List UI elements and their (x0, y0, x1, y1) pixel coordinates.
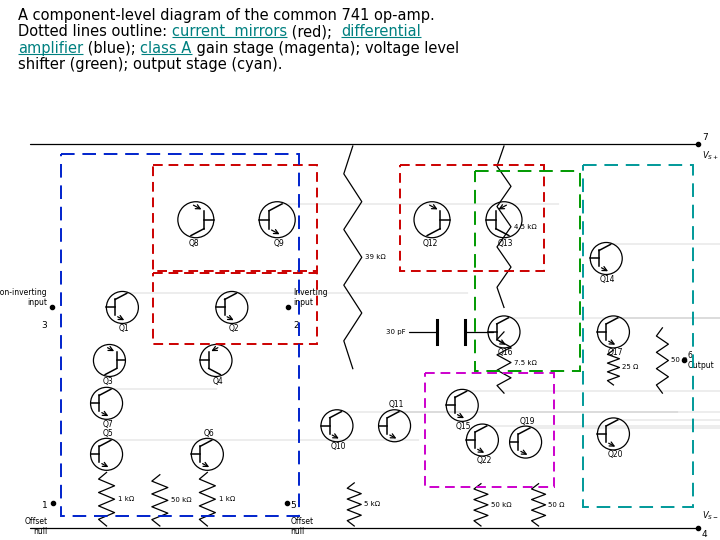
Text: Q20: Q20 (607, 450, 623, 459)
Text: Q12: Q12 (423, 239, 438, 248)
Text: Q4: Q4 (212, 377, 223, 386)
Text: 39 kΩ: 39 kΩ (366, 254, 386, 260)
Text: A component-level diagram of the common 741 op-amp.: A component-level diagram of the common … (18, 8, 435, 23)
Text: (blue);: (blue); (83, 40, 140, 56)
Text: Q14: Q14 (600, 275, 616, 284)
Text: (red);: (red); (287, 24, 341, 39)
Text: $V_{S-}$: $V_{S-}$ (702, 510, 719, 522)
Text: Q5: Q5 (103, 429, 114, 438)
Text: amplifier: amplifier (18, 40, 83, 56)
Text: Q13: Q13 (498, 239, 513, 248)
Text: 50 kΩ: 50 kΩ (491, 502, 511, 508)
Text: $V_{S+}$: $V_{S+}$ (702, 150, 719, 163)
Text: Dotted lines outline:: Dotted lines outline: (18, 24, 172, 39)
Text: 4.5 kΩ: 4.5 kΩ (514, 224, 536, 230)
Text: Q22: Q22 (477, 456, 492, 465)
Text: Offset
null: Offset null (24, 517, 48, 536)
Text: 4: 4 (702, 530, 708, 539)
Bar (153, 273, 317, 344)
Text: Q16: Q16 (498, 348, 513, 357)
Text: Q2: Q2 (228, 324, 239, 333)
Text: 1 kΩ: 1 kΩ (118, 496, 134, 502)
Text: 30 pF: 30 pF (387, 329, 406, 335)
Text: Q7: Q7 (103, 420, 114, 429)
Bar (153, 165, 317, 271)
Text: Q8: Q8 (189, 239, 199, 248)
Text: 50 Ω: 50 Ω (549, 502, 565, 508)
Text: Q3: Q3 (102, 377, 113, 386)
Text: 2: 2 (293, 321, 299, 330)
Text: current  mirrors: current mirrors (172, 24, 287, 39)
Text: 25 Ω: 25 Ω (622, 364, 638, 370)
Bar (61, 154, 299, 516)
Text: Q10: Q10 (330, 442, 346, 451)
Text: 1: 1 (42, 501, 48, 510)
Text: 5: 5 (291, 501, 297, 510)
Text: Q9: Q9 (274, 239, 284, 248)
Text: 5 kΩ: 5 kΩ (364, 502, 380, 508)
Text: 50 kΩ: 50 kΩ (171, 497, 192, 503)
Text: Q6: Q6 (204, 429, 215, 438)
Text: 7.5 kΩ: 7.5 kΩ (514, 360, 536, 366)
Text: Q17: Q17 (607, 348, 623, 357)
Text: 6
Output: 6 Output (688, 351, 715, 370)
Bar (475, 171, 580, 370)
Text: gain stage (magenta); voltage level: gain stage (magenta); voltage level (192, 40, 459, 56)
Bar (400, 165, 544, 271)
Text: Non-inverting
input: Non-inverting input (0, 288, 47, 307)
Text: Q1: Q1 (119, 324, 130, 333)
Bar (425, 373, 554, 487)
Text: 7: 7 (702, 133, 708, 142)
Text: Q11: Q11 (389, 401, 404, 409)
Text: differential: differential (341, 24, 421, 39)
Text: Inverting
input: Inverting input (293, 288, 328, 307)
Text: Q19: Q19 (519, 417, 535, 426)
Bar (583, 165, 693, 508)
Text: Offset
null: Offset null (291, 517, 314, 536)
Text: shifter (green); output stage (cyan).: shifter (green); output stage (cyan). (18, 57, 282, 72)
Text: 1 kΩ: 1 kΩ (219, 496, 235, 502)
Text: 3: 3 (41, 321, 47, 330)
Text: Q15: Q15 (456, 422, 472, 431)
Text: class A: class A (140, 40, 192, 56)
Text: 50 Ω: 50 Ω (671, 357, 688, 363)
